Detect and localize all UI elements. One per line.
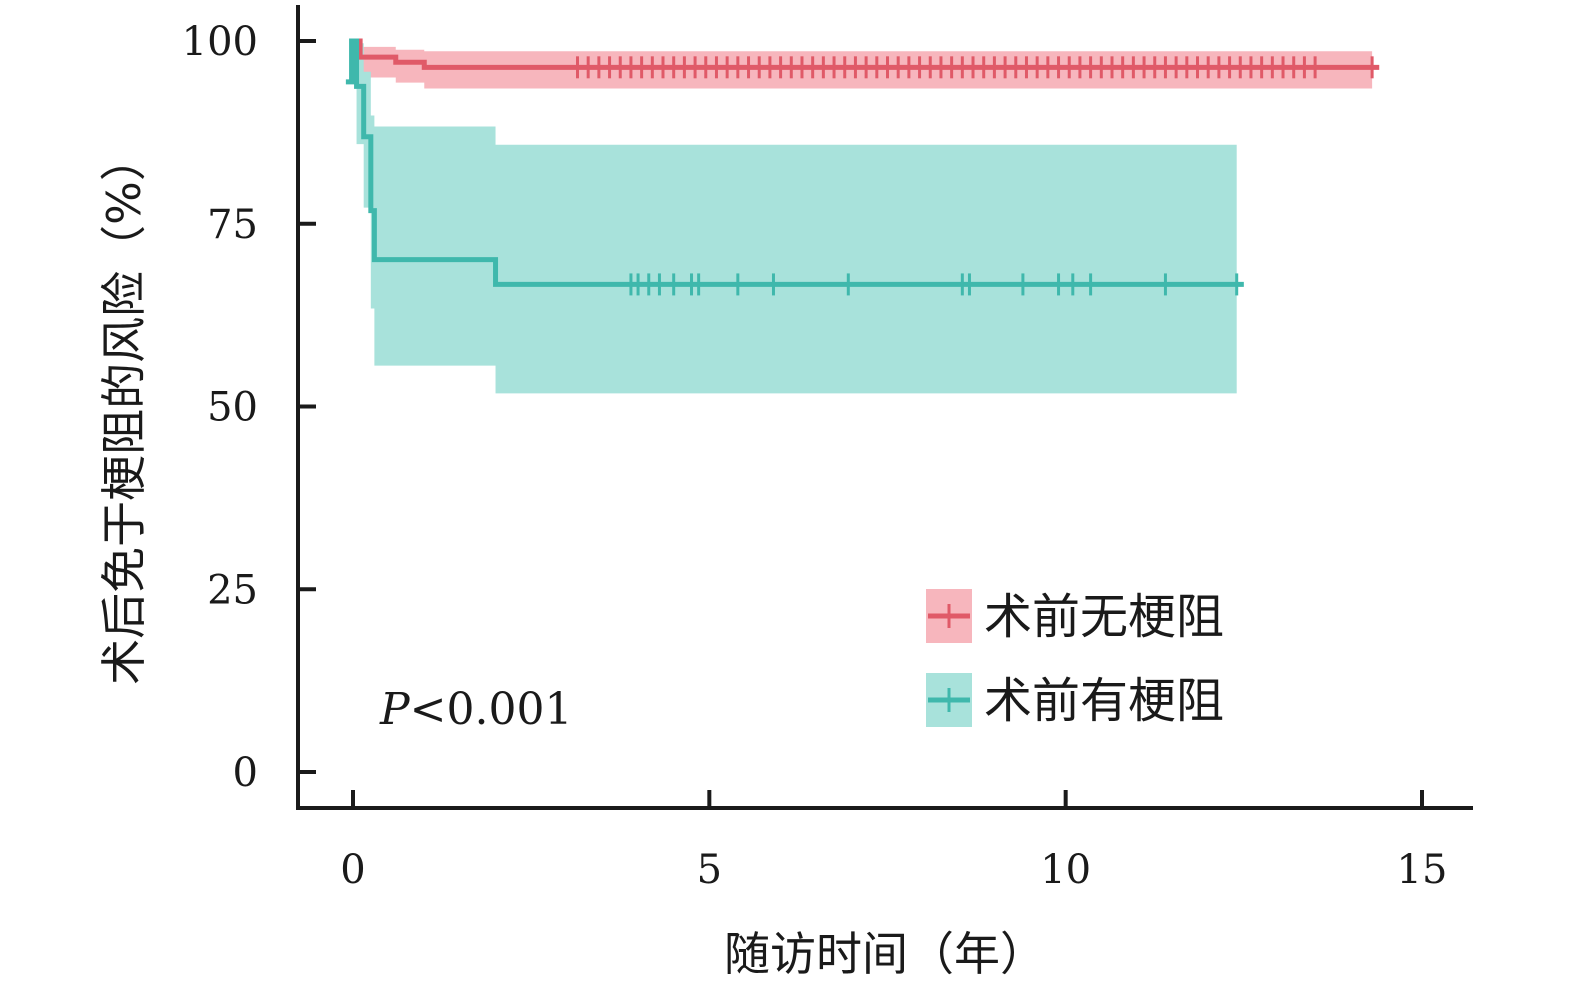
- legend-label-no-obstruction: 术前无梗阻: [984, 589, 1224, 645]
- y-tick-label-50: 50: [207, 385, 258, 431]
- series-line-0: [349, 38, 1380, 70]
- x-tick-label-0: 0: [340, 847, 365, 893]
- series-1: [345, 38, 1244, 296]
- y-tick-label-0: 0: [233, 750, 258, 796]
- series-0: [349, 38, 1380, 79]
- ci-band-0: [349, 41, 1373, 89]
- y-tick-label-75: 75: [207, 202, 258, 248]
- legend-item-obstruction: 术前有梗阻: [926, 673, 1224, 729]
- confidence-bands: [349, 41, 1373, 394]
- x-tick-label-15: 15: [1397, 847, 1448, 893]
- x-axis-title: 随访时间（年）: [724, 927, 1046, 981]
- series-line-1: [345, 38, 1244, 287]
- axes: 0 25 50 75 100 0 5 10 15: [182, 5, 1473, 893]
- y-tick-label-25: 25: [207, 567, 258, 613]
- legend: 术前无梗阻 术前有梗阻: [926, 589, 1224, 729]
- legend-label-obstruction: 术前有梗阻: [984, 673, 1224, 729]
- legend-item-no-obstruction: 术前无梗阻: [926, 589, 1224, 645]
- ci-band-1: [349, 41, 1237, 394]
- x-tick-label-10: 10: [1040, 847, 1091, 893]
- y-axis-title: 术后免于梗阻的风险（%）: [97, 135, 151, 685]
- p-value-symbol: P: [379, 684, 411, 735]
- x-tick-label-5: 5: [697, 847, 722, 893]
- p-value-annotation: P<0.001: [379, 684, 572, 735]
- y-tick-label-100: 100: [182, 19, 258, 65]
- survival-curves: [345, 38, 1380, 296]
- p-value-number: <0.001: [410, 684, 573, 735]
